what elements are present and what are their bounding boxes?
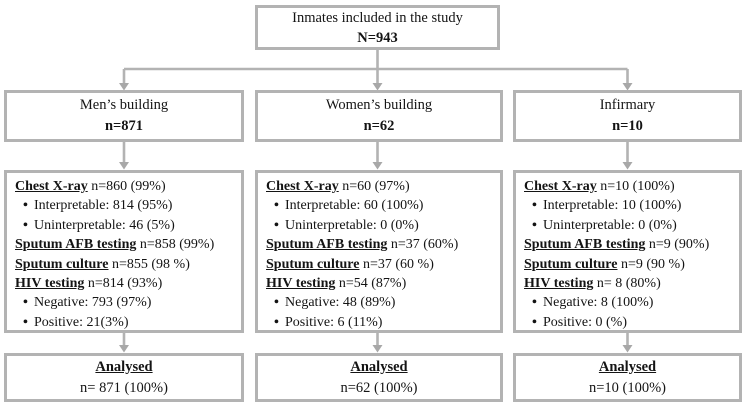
hiv-positive-bullet: Positive: 21(3%) [15,313,237,333]
hiv-testing-label: HIV testing [266,276,336,292]
hiv-testing-line: HIV testing n=814 (93%) [15,274,237,293]
sputum-afb-label: Sputum AFB testing [524,237,646,253]
uninterpretable-bullet: Uninterpretable: 0 (0%) [266,216,496,236]
building-count: n=62 [363,118,395,134]
hiv-testing-label: HIV testing [15,276,85,292]
uninterpretable-bullet: Uninterpretable: 0 (0%) [524,216,735,236]
root-count: N=943 [357,29,398,46]
building-box-womens: Women’s building n=62 [255,90,503,142]
hiv-testing-line: HIV testing n= 8 (80%) [524,274,735,293]
sputum-afb-line: Sputum AFB testing n=9 (90%) [524,235,735,254]
analysed-box-womens: Analysed n=62 (100%) [255,353,503,402]
building-count: n=871 [104,118,144,134]
chest-xray-value: n=860 (99%) [87,179,166,194]
hiv-testing-line: HIV testing n=54 (87%) [266,274,496,293]
root-title: Inmates included in the study [292,9,463,26]
arrowheads [119,83,633,353]
uninterpretable-bullet: Uninterpretable: 46 (5%) [15,216,237,236]
sputum-culture-label: Sputum culture [266,256,360,272]
sputum-afb-value: n=858 (99%) [136,237,215,253]
details-box-mens: Chest X-ray n=860 (99%) Interpretable: 8… [4,170,244,333]
building-count: n=10 [612,118,643,134]
analysed-box-infirmary: Analysed n=10 (100%) [513,353,742,402]
chest-xray-line: Chest X-ray n=60 (97%) [266,177,496,196]
sputum-afb-value: n=37 (60%) [387,237,459,253]
root-box: Inmates included in the study N=943 [255,5,500,50]
chest-xray-value: n=60 (97%) [338,179,410,194]
analysed-value: n=62 (100%) [340,379,418,396]
sputum-culture-line: Sputum culture n=37 (60 %) [266,255,496,274]
analysed-box-mens: Analysed n= 871 (100%) [4,353,244,402]
building-box-mens: Men’s building n=871 [4,90,244,142]
sputum-culture-label: Sputum culture [15,256,109,272]
building-name: Women’s building [325,97,433,113]
sputum-afb-line: Sputum AFB testing n=37 (60%) [266,235,496,254]
hiv-positive-bullet: Positive: 6 (11%) [266,313,496,333]
sputum-culture-value: n=9 (90 %) [617,256,685,272]
interpretable-bullet: Interpretable: 60 (100%) [266,196,496,216]
hiv-testing-label: HIV testing [524,276,594,292]
hiv-negative-bullet: Negative: 8 (100%) [524,293,735,313]
analysed-value: n=10 (100%) [588,379,667,396]
interpretable-bullet: Interpretable: 814 (95%) [15,196,237,216]
analysed-label: Analysed [95,358,153,375]
sputum-culture-line: Sputum culture n=855 (98 %) [15,255,237,274]
sputum-culture-value: n=855 (98 %) [108,256,190,272]
hiv-testing-value: n=54 (87%) [335,276,407,292]
interpretable-bullet: Interpretable: 10 (100%) [524,196,735,216]
chest-xray-value: n=10 (100%) [596,179,675,194]
building-box-infirmary: Infirmary n=10 [513,90,742,142]
hiv-negative-bullet: Negative: 48 (89%) [266,293,496,313]
sputum-culture-label: Sputum culture [524,256,618,272]
chest-xray-label: Chest X-ray [524,179,597,194]
building-name: Men’s building [79,97,169,113]
analysed-value: n= 871 (100%) [80,379,168,396]
sputum-afb-line: Sputum AFB testing n=858 (99%) [15,235,237,254]
chest-xray-line: Chest X-ray n=860 (99%) [15,177,237,196]
sputum-culture-line: Sputum culture n=9 (90 %) [524,255,735,274]
building-name: Infirmary [599,97,656,113]
details-box-infirmary: Chest X-ray n=10 (100%) Interpretable: 1… [513,170,742,333]
hiv-negative-bullet: Negative: 793 (97%) [15,293,237,313]
sputum-culture-value: n=37 (60 %) [359,256,434,272]
chest-xray-label: Chest X-ray [15,179,88,194]
details-box-womens: Chest X-ray n=60 (97%) Interpretable: 60… [255,170,503,333]
chest-xray-line: Chest X-ray n=10 (100%) [524,177,735,196]
hiv-testing-value: n= 8 (80%) [593,276,661,292]
chest-xray-label: Chest X-ray [266,179,339,194]
hiv-positive-bullet: Positive: 0 (%) [524,313,735,333]
sputum-afb-value: n=9 (90%) [645,237,710,253]
hiv-testing-value: n=814 (93%) [84,276,163,292]
sputum-afb-label: Sputum AFB testing [266,237,388,253]
sputum-afb-label: Sputum AFB testing [15,237,137,253]
analysed-label: Analysed [598,358,657,375]
analysed-label: Analysed [350,358,408,375]
